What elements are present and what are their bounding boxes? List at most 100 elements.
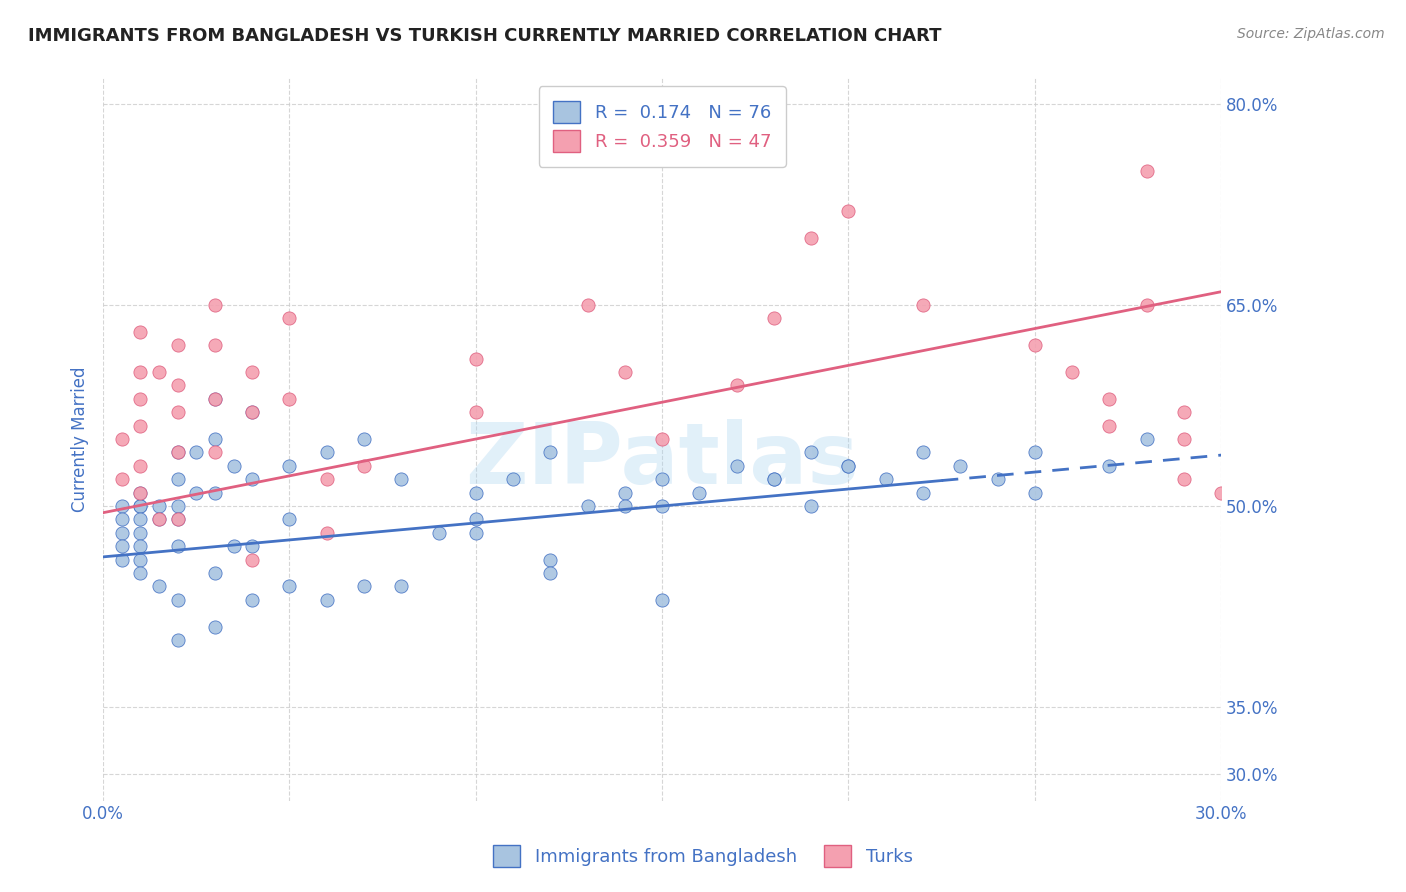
- Point: [1136, 298, 1159, 312]
- Point: [1098, 392, 1121, 406]
- Point: [538, 552, 561, 566]
- Point: [278, 311, 301, 326]
- Text: Source: ZipAtlas.com: Source: ZipAtlas.com: [1237, 27, 1385, 41]
- Point: [204, 485, 226, 500]
- Point: [240, 405, 263, 419]
- Point: [166, 512, 188, 526]
- Point: [129, 458, 152, 473]
- Point: [1062, 365, 1084, 379]
- Point: [651, 499, 673, 513]
- Point: [1098, 458, 1121, 473]
- Point: [651, 472, 673, 486]
- Point: [576, 298, 599, 312]
- Point: [949, 458, 972, 473]
- Point: [613, 365, 636, 379]
- Point: [166, 512, 188, 526]
- Y-axis label: Currently Married: Currently Married: [72, 367, 89, 512]
- Point: [875, 472, 897, 486]
- Text: ZIPatlas: ZIPatlas: [465, 419, 859, 502]
- Point: [1098, 418, 1121, 433]
- Point: [464, 405, 486, 419]
- Point: [464, 485, 486, 500]
- Point: [651, 432, 673, 446]
- Point: [166, 539, 188, 553]
- Point: [111, 552, 134, 566]
- Point: [353, 432, 375, 446]
- Point: [166, 338, 188, 352]
- Point: [166, 445, 188, 459]
- Point: [111, 525, 134, 540]
- Point: [538, 566, 561, 580]
- Point: [240, 472, 263, 486]
- Point: [204, 432, 226, 446]
- Point: [1024, 485, 1046, 500]
- Point: [464, 512, 486, 526]
- Point: [129, 566, 152, 580]
- Point: [204, 445, 226, 459]
- Point: [315, 592, 337, 607]
- Point: [315, 525, 337, 540]
- Legend: Immigrants from Bangladesh, Turks: Immigrants from Bangladesh, Turks: [486, 838, 920, 874]
- Point: [222, 539, 245, 553]
- Point: [148, 365, 170, 379]
- Point: [129, 392, 152, 406]
- Point: [1024, 338, 1046, 352]
- Point: [278, 458, 301, 473]
- Point: [111, 539, 134, 553]
- Point: [800, 231, 823, 245]
- Point: [389, 579, 412, 593]
- Point: [204, 338, 226, 352]
- Point: [129, 512, 152, 526]
- Point: [464, 351, 486, 366]
- Legend: R =  0.174   N = 76, R =  0.359   N = 47: R = 0.174 N = 76, R = 0.359 N = 47: [538, 87, 786, 167]
- Point: [204, 566, 226, 580]
- Point: [166, 499, 188, 513]
- Point: [427, 525, 450, 540]
- Point: [353, 579, 375, 593]
- Point: [204, 392, 226, 406]
- Point: [688, 485, 710, 500]
- Point: [222, 458, 245, 473]
- Point: [148, 579, 170, 593]
- Point: [129, 539, 152, 553]
- Point: [1173, 472, 1195, 486]
- Point: [502, 472, 524, 486]
- Point: [837, 458, 859, 473]
- Text: IMMIGRANTS FROM BANGLADESH VS TURKISH CURRENTLY MARRIED CORRELATION CHART: IMMIGRANTS FROM BANGLADESH VS TURKISH CU…: [28, 27, 942, 45]
- Point: [204, 619, 226, 633]
- Point: [240, 552, 263, 566]
- Point: [129, 485, 152, 500]
- Point: [129, 499, 152, 513]
- Point: [148, 512, 170, 526]
- Point: [613, 485, 636, 500]
- Point: [240, 405, 263, 419]
- Point: [129, 499, 152, 513]
- Point: [166, 405, 188, 419]
- Point: [111, 472, 134, 486]
- Point: [166, 378, 188, 392]
- Point: [353, 458, 375, 473]
- Point: [129, 552, 152, 566]
- Point: [576, 499, 599, 513]
- Point: [464, 525, 486, 540]
- Point: [725, 458, 748, 473]
- Point: [1024, 445, 1046, 459]
- Point: [111, 499, 134, 513]
- Point: [278, 512, 301, 526]
- Point: [762, 311, 785, 326]
- Point: [111, 432, 134, 446]
- Point: [204, 392, 226, 406]
- Point: [1136, 164, 1159, 178]
- Point: [1136, 432, 1159, 446]
- Point: [986, 472, 1008, 486]
- Point: [389, 472, 412, 486]
- Point: [1173, 432, 1195, 446]
- Point: [240, 592, 263, 607]
- Point: [129, 485, 152, 500]
- Point: [186, 485, 208, 500]
- Point: [148, 512, 170, 526]
- Point: [129, 365, 152, 379]
- Point: [837, 204, 859, 219]
- Point: [278, 392, 301, 406]
- Point: [278, 579, 301, 593]
